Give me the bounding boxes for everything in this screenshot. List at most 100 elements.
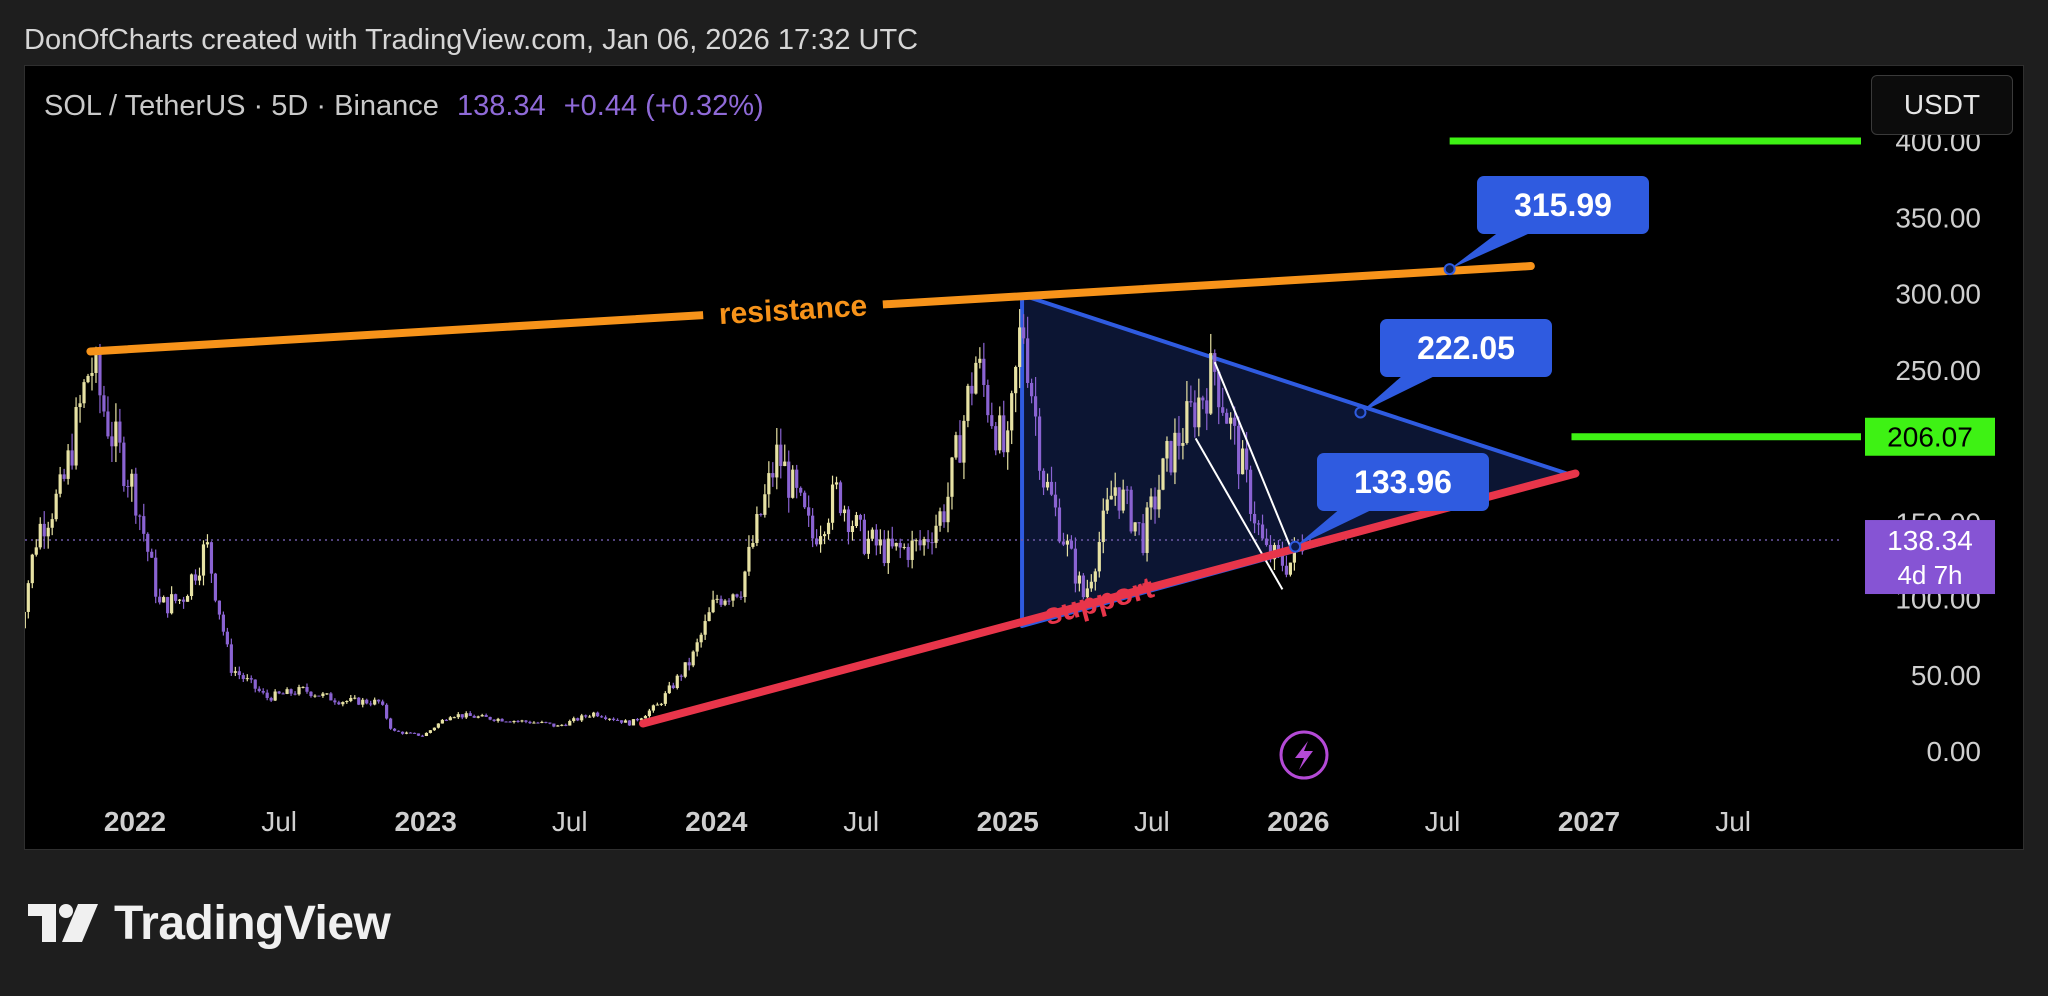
candle-body	[205, 542, 210, 545]
candle-body	[966, 385, 970, 421]
candle-body	[1292, 544, 1296, 563]
candle-body	[623, 720, 628, 723]
candles	[25, 309, 1304, 737]
candle-body	[603, 717, 608, 719]
candle-body	[667, 685, 671, 694]
candle-body	[954, 435, 958, 458]
chart-panel[interactable]: 400.00350.00300.00250.00150.00100.0050.0…	[24, 65, 2024, 850]
candle-body	[1041, 470, 1046, 488]
price-chart[interactable]: 400.00350.00300.00250.00150.00100.0050.0…	[25, 66, 2025, 851]
candle-body	[54, 493, 58, 520]
candle-body	[978, 358, 982, 363]
level-price-label: 206.07	[1887, 422, 1973, 453]
candle-body	[974, 362, 978, 394]
candle-body	[1288, 562, 1292, 575]
candle-body	[225, 631, 229, 645]
candle-body	[1169, 441, 1173, 473]
candle-body	[62, 474, 66, 479]
candle-body	[631, 719, 636, 726]
candle-body	[767, 473, 771, 495]
candle-body	[576, 718, 580, 721]
candle-body	[30, 554, 34, 584]
candle-body	[317, 695, 321, 697]
candle-body	[333, 700, 337, 703]
candle-body	[313, 695, 317, 697]
candle-body	[1109, 495, 1113, 500]
candle-body	[150, 551, 154, 558]
candle-body	[1030, 382, 1034, 397]
candle-body	[994, 426, 998, 451]
candle-body	[1129, 489, 1133, 532]
candle-body	[74, 407, 78, 466]
candle-body	[540, 721, 544, 723]
tradingview-logo[interactable]: TradingView	[28, 896, 391, 951]
candle-body	[1284, 565, 1289, 575]
candle-body	[739, 596, 743, 598]
candle-body	[460, 714, 464, 718]
candle-body	[882, 539, 886, 564]
candle-body	[982, 358, 986, 386]
candle-body	[130, 473, 134, 487]
candle-body	[914, 540, 918, 542]
candle-body	[1121, 489, 1125, 511]
candle-body	[162, 597, 166, 603]
candle-body	[1280, 551, 1285, 566]
candle-body	[986, 385, 990, 416]
candle-body	[1177, 432, 1181, 446]
candle-body	[611, 718, 616, 720]
candle-body	[1197, 397, 1201, 428]
candle-body	[671, 685, 675, 689]
candle-body	[635, 719, 640, 721]
x-tick-label: 2022	[104, 806, 166, 837]
candle-body	[862, 519, 866, 554]
candle-body	[1173, 432, 1177, 473]
candle-body	[1181, 442, 1185, 446]
candle-body	[679, 675, 683, 677]
candle-body	[480, 715, 484, 717]
candle-body	[699, 634, 703, 643]
candle-body	[424, 732, 429, 737]
candle-body	[253, 679, 257, 689]
candle-body	[349, 698, 353, 702]
candle-body	[1149, 496, 1153, 508]
candle-body	[305, 686, 309, 692]
candle-body	[106, 411, 110, 437]
candle-body	[1260, 524, 1265, 539]
candle-body	[727, 600, 731, 602]
candle-body	[1061, 541, 1066, 545]
bar-countdown-label: 4d 7h	[1897, 560, 1962, 590]
candle-body	[723, 600, 727, 605]
candle-body	[926, 539, 930, 543]
candle-body	[815, 538, 819, 545]
candle-body	[934, 525, 938, 543]
target-anchor-point	[1443, 263, 1456, 276]
candle-body	[257, 688, 261, 692]
wedge-line	[1213, 361, 1294, 554]
candle-body	[1245, 448, 1249, 470]
candle-body	[842, 509, 847, 514]
candle-body	[998, 415, 1002, 451]
currency-scale-button[interactable]: USDT	[1871, 75, 2013, 135]
candle-body	[1033, 396, 1038, 417]
candle-body	[118, 421, 122, 443]
candle-body	[822, 534, 827, 537]
candle-body	[596, 712, 600, 717]
candle-body	[1117, 487, 1121, 511]
candle-body	[404, 732, 409, 734]
tradingview-logo-icon	[28, 903, 98, 942]
symbol-legend[interactable]: SOL / TetherUS · 5D · Binance 138.34 +0.…	[44, 90, 764, 123]
candle-body	[719, 598, 723, 605]
candle-body	[297, 687, 301, 695]
candle-body	[560, 724, 564, 726]
candle-body	[432, 727, 436, 731]
candle-body	[1241, 448, 1245, 475]
candle-body	[94, 354, 98, 373]
candle-body	[1073, 548, 1078, 584]
candle-body	[269, 697, 273, 701]
candle-body	[484, 715, 488, 717]
candle-body	[1256, 523, 1261, 525]
candle-body	[958, 435, 962, 463]
candle-body	[213, 573, 218, 601]
candle-body	[846, 509, 851, 533]
candle-body	[1069, 540, 1074, 549]
